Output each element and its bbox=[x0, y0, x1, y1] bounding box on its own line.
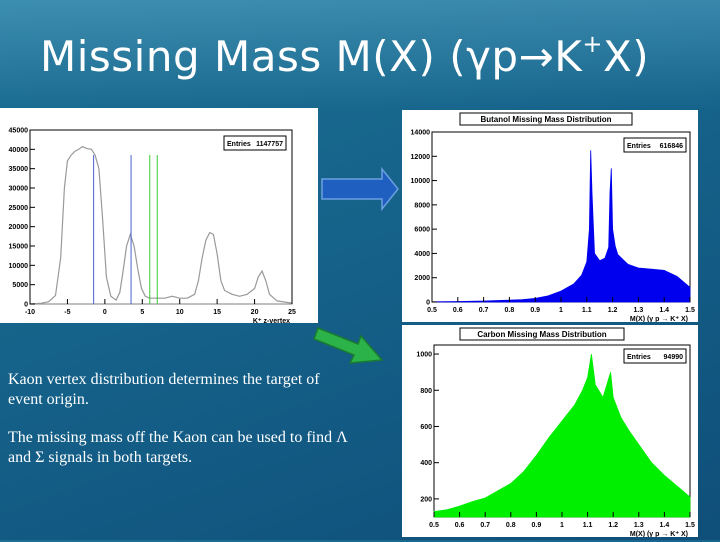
x-tick-label: 1.1 bbox=[583, 522, 593, 529]
x-tick-label: -5 bbox=[64, 309, 70, 316]
arrow-to-carbon bbox=[313, 327, 384, 364]
histogram-series bbox=[431, 150, 691, 303]
x-tick-label: 5 bbox=[140, 309, 144, 316]
x-tick-label: 10 bbox=[176, 309, 184, 316]
y-tick-label: 45000 bbox=[9, 128, 29, 135]
x-tick-label: 1.5 bbox=[685, 522, 695, 529]
x-tick-label: 1.2 bbox=[608, 307, 618, 314]
blue-arrow-shape bbox=[321, 166, 399, 212]
y-tick-label: 25000 bbox=[9, 205, 29, 212]
x-tick-label: 20 bbox=[251, 309, 259, 316]
butanol-chart: 0.5 0.6 0.7 0.8 0.9 1 1.1 1.2 1.3 1.4 1.5 0 2000 4000… bbox=[411, 112, 695, 323]
x-tick-label: 1.4 bbox=[659, 307, 669, 314]
x-tick-label: 0.9 bbox=[532, 522, 542, 529]
y-tick-label: 15000 bbox=[9, 244, 29, 251]
y-tick-label: 0 bbox=[24, 302, 28, 309]
stats-label: Entries bbox=[227, 141, 251, 148]
carbon-chart-panel: 0.5 0.6 0.7 0.8 0.9 1 1.1 1.2 1.3 1.4 1.5 200 400 600… bbox=[402, 325, 698, 538]
x-axis-label: K⁺ z-vertex bbox=[253, 318, 290, 323]
stats-value: 1147757 bbox=[256, 141, 283, 148]
x-tick-label: 1.1 bbox=[582, 307, 592, 314]
stats-box bbox=[223, 135, 287, 151]
y-tick-label: 0 bbox=[426, 300, 430, 307]
x-tick-label: 25 bbox=[288, 309, 296, 316]
y-tick-label: 12000 bbox=[411, 154, 431, 161]
x-tick-label: 1 bbox=[560, 522, 564, 529]
x-axis-label: M(X) (γ p → K⁺ X) bbox=[630, 531, 688, 537]
y-tick-label: 35000 bbox=[9, 166, 29, 173]
stats-value: 94990 bbox=[664, 354, 684, 361]
y-tick-label: 2000 bbox=[414, 275, 430, 282]
y-tick-label: 4000 bbox=[414, 251, 430, 258]
x-axis-label: M(X) (γ p → K⁺ X) bbox=[630, 316, 688, 322]
paragraph-vertex: Kaon vertex distribution determines the … bbox=[8, 371, 320, 408]
chart-title-box bbox=[459, 327, 625, 341]
stats-label: Entries bbox=[627, 354, 651, 361]
chart-title: Butanol Missing Mass Distribution bbox=[480, 115, 611, 124]
slide-title: Missing Mass M(X) (γp→K+X) bbox=[40, 30, 650, 81]
y-tick-label: 5000 bbox=[12, 282, 28, 289]
chart-title-box bbox=[459, 112, 633, 126]
y-tick-label: 8000 bbox=[414, 202, 430, 209]
butanol-chart-panel: 0.5 0.6 0.7 0.8 0.9 1 1.1 1.2 1.3 1.4 1.5 0 2000 4000… bbox=[402, 110, 698, 323]
x-tick-label: 0.7 bbox=[480, 522, 490, 529]
y-tick-label: 200 bbox=[420, 496, 432, 503]
x-tick-label: 0 bbox=[103, 309, 107, 316]
x-tick-label: 0.5 bbox=[429, 522, 439, 529]
histogram-series bbox=[29, 145, 293, 305]
paragraph-missing-mass: The missing mass off the Kaon can be use… bbox=[8, 429, 348, 466]
x-tick-label: 0.8 bbox=[506, 522, 516, 529]
y-tick-label: 6000 bbox=[414, 227, 430, 234]
y-tick-label: 10000 bbox=[411, 178, 431, 185]
body-text: Kaon vertex distribution determines the … bbox=[8, 370, 348, 486]
x-tick-label: 1.5 bbox=[685, 307, 695, 314]
y-tick-label: 600 bbox=[420, 424, 432, 431]
stats-box bbox=[623, 348, 687, 364]
x-tick-label: 0.5 bbox=[427, 307, 437, 314]
title-glow bbox=[0, 0, 720, 110]
x-tick-label: 0.6 bbox=[455, 522, 465, 529]
plot-frame bbox=[29, 129, 293, 305]
histogram-series bbox=[433, 354, 691, 518]
x-tick-label: 0.9 bbox=[530, 307, 540, 314]
stats-label: Entries bbox=[627, 143, 651, 150]
y-tick-label: 30000 bbox=[9, 186, 29, 193]
x-tick-label: 1 bbox=[559, 307, 563, 314]
x-tick-label: 15 bbox=[213, 309, 221, 316]
x-tick-label: 1.4 bbox=[660, 522, 670, 529]
x-tick-label: 1.3 bbox=[634, 307, 644, 314]
vertex-chart-panel: -10 -5 0 5 10 15 20 25 0 5000 10000 15000 20000 25000… bbox=[0, 108, 318, 326]
title-superscript: + bbox=[582, 30, 603, 58]
chart-title: Carbon Missing Mass Distribution bbox=[477, 330, 606, 339]
arrow-to-butanol bbox=[321, 166, 399, 212]
y-tick-label: 10000 bbox=[9, 263, 29, 270]
y-tick-label: 1000 bbox=[416, 352, 432, 359]
y-tick-label: 40000 bbox=[9, 147, 29, 154]
x-tick-label: 0.8 bbox=[505, 307, 515, 314]
stats-value: 616846 bbox=[660, 143, 683, 150]
vertex-chart: -10 -5 0 5 10 15 20 25 0 5000 10000 15000 20000 25000… bbox=[9, 128, 296, 326]
carbon-chart: 0.5 0.6 0.7 0.8 0.9 1 1.1 1.2 1.3 1.4 1.5 200 400 600… bbox=[416, 327, 695, 538]
x-tick-label: 0.7 bbox=[479, 307, 489, 314]
y-tick-label: 800 bbox=[420, 388, 432, 395]
y-tick-label: 20000 bbox=[9, 224, 29, 231]
x-tick-label: 0.6 bbox=[453, 307, 463, 314]
stats-box bbox=[623, 137, 687, 153]
title-end: X) bbox=[602, 32, 650, 81]
green-arrow-shape bbox=[313, 327, 384, 364]
x-tick-label: -10 bbox=[25, 309, 35, 316]
title-main: Missing Mass M(X) (γp→K bbox=[40, 32, 583, 81]
x-tick-label: 1.3 bbox=[634, 522, 644, 529]
x-tick-label: 1.2 bbox=[608, 522, 618, 529]
y-tick-label: 400 bbox=[420, 460, 432, 467]
y-tick-label: 14000 bbox=[411, 130, 431, 137]
